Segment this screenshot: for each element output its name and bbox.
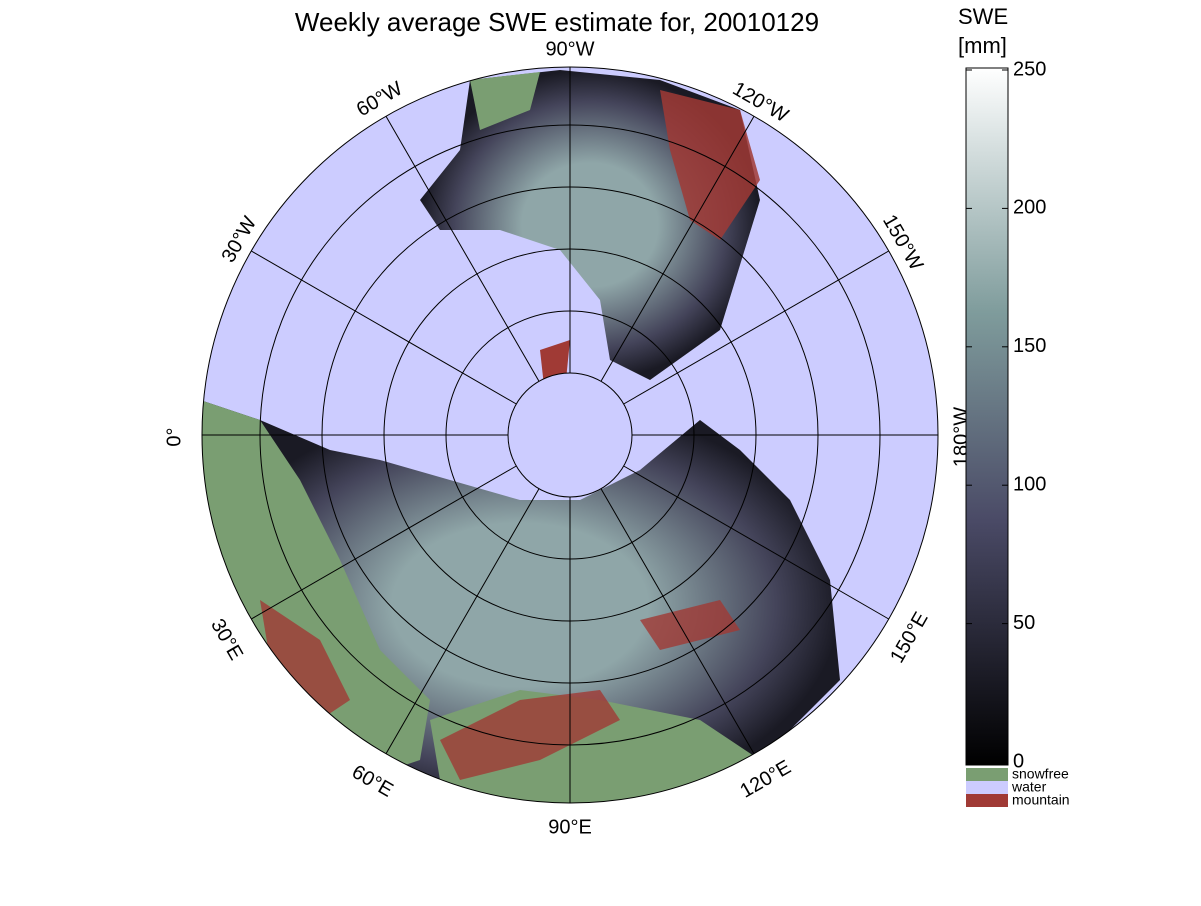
lon-label: 30°E bbox=[206, 615, 247, 664]
map-body bbox=[202, 67, 938, 803]
colorbar-tick-label: 150 bbox=[1013, 335, 1046, 357]
meridian bbox=[623, 465, 889, 620]
lon-label: 60°E bbox=[348, 761, 397, 802]
legend-swatch bbox=[966, 781, 1008, 794]
lon-label: 150°E bbox=[886, 608, 932, 666]
pole-region bbox=[508, 373, 632, 497]
lon-label: 0° bbox=[163, 427, 185, 446]
colorbar-title: SWE bbox=[958, 4, 1008, 29]
meridian bbox=[623, 250, 889, 405]
map-title: Weekly average SWE estimate for, 2001012… bbox=[295, 7, 819, 37]
colorbar-ticks: 0 50 100 150 200 250 bbox=[966, 58, 1046, 772]
colorbar-tick-label: 100 bbox=[1013, 473, 1046, 495]
legend-swatch bbox=[966, 768, 1008, 781]
colorbar-tick-label: 50 bbox=[1013, 612, 1035, 634]
meridian bbox=[600, 488, 755, 754]
colorbar-tick-label: 0 bbox=[1013, 750, 1024, 772]
legend-label: snowfree bbox=[1012, 766, 1069, 782]
graticule bbox=[201, 66, 939, 804]
colorbar-tick-label: 250 bbox=[1013, 58, 1046, 80]
meridian bbox=[385, 488, 540, 754]
mountain-region bbox=[440, 690, 620, 780]
legend-swatch bbox=[966, 794, 1008, 807]
colorbar-title: [mm] bbox=[958, 33, 1007, 58]
lon-label: 90°E bbox=[548, 816, 592, 838]
meridian bbox=[600, 116, 755, 382]
mountain-region bbox=[260, 600, 350, 720]
legend-label: water bbox=[1011, 779, 1047, 795]
colorbar-tick-label: 200 bbox=[1013, 197, 1046, 219]
legend-label: mountain bbox=[1012, 792, 1070, 808]
mountain-region bbox=[660, 90, 760, 240]
lon-label: 120°E bbox=[736, 756, 794, 802]
snowfree-region bbox=[202, 400, 430, 780]
meridian bbox=[385, 116, 540, 382]
lon-label: 90°W bbox=[545, 38, 594, 60]
snowfree-region bbox=[470, 72, 540, 130]
mountain-region bbox=[640, 600, 740, 650]
meridian bbox=[251, 465, 517, 620]
meridian bbox=[251, 250, 517, 405]
colorbar bbox=[965, 67, 1009, 766]
